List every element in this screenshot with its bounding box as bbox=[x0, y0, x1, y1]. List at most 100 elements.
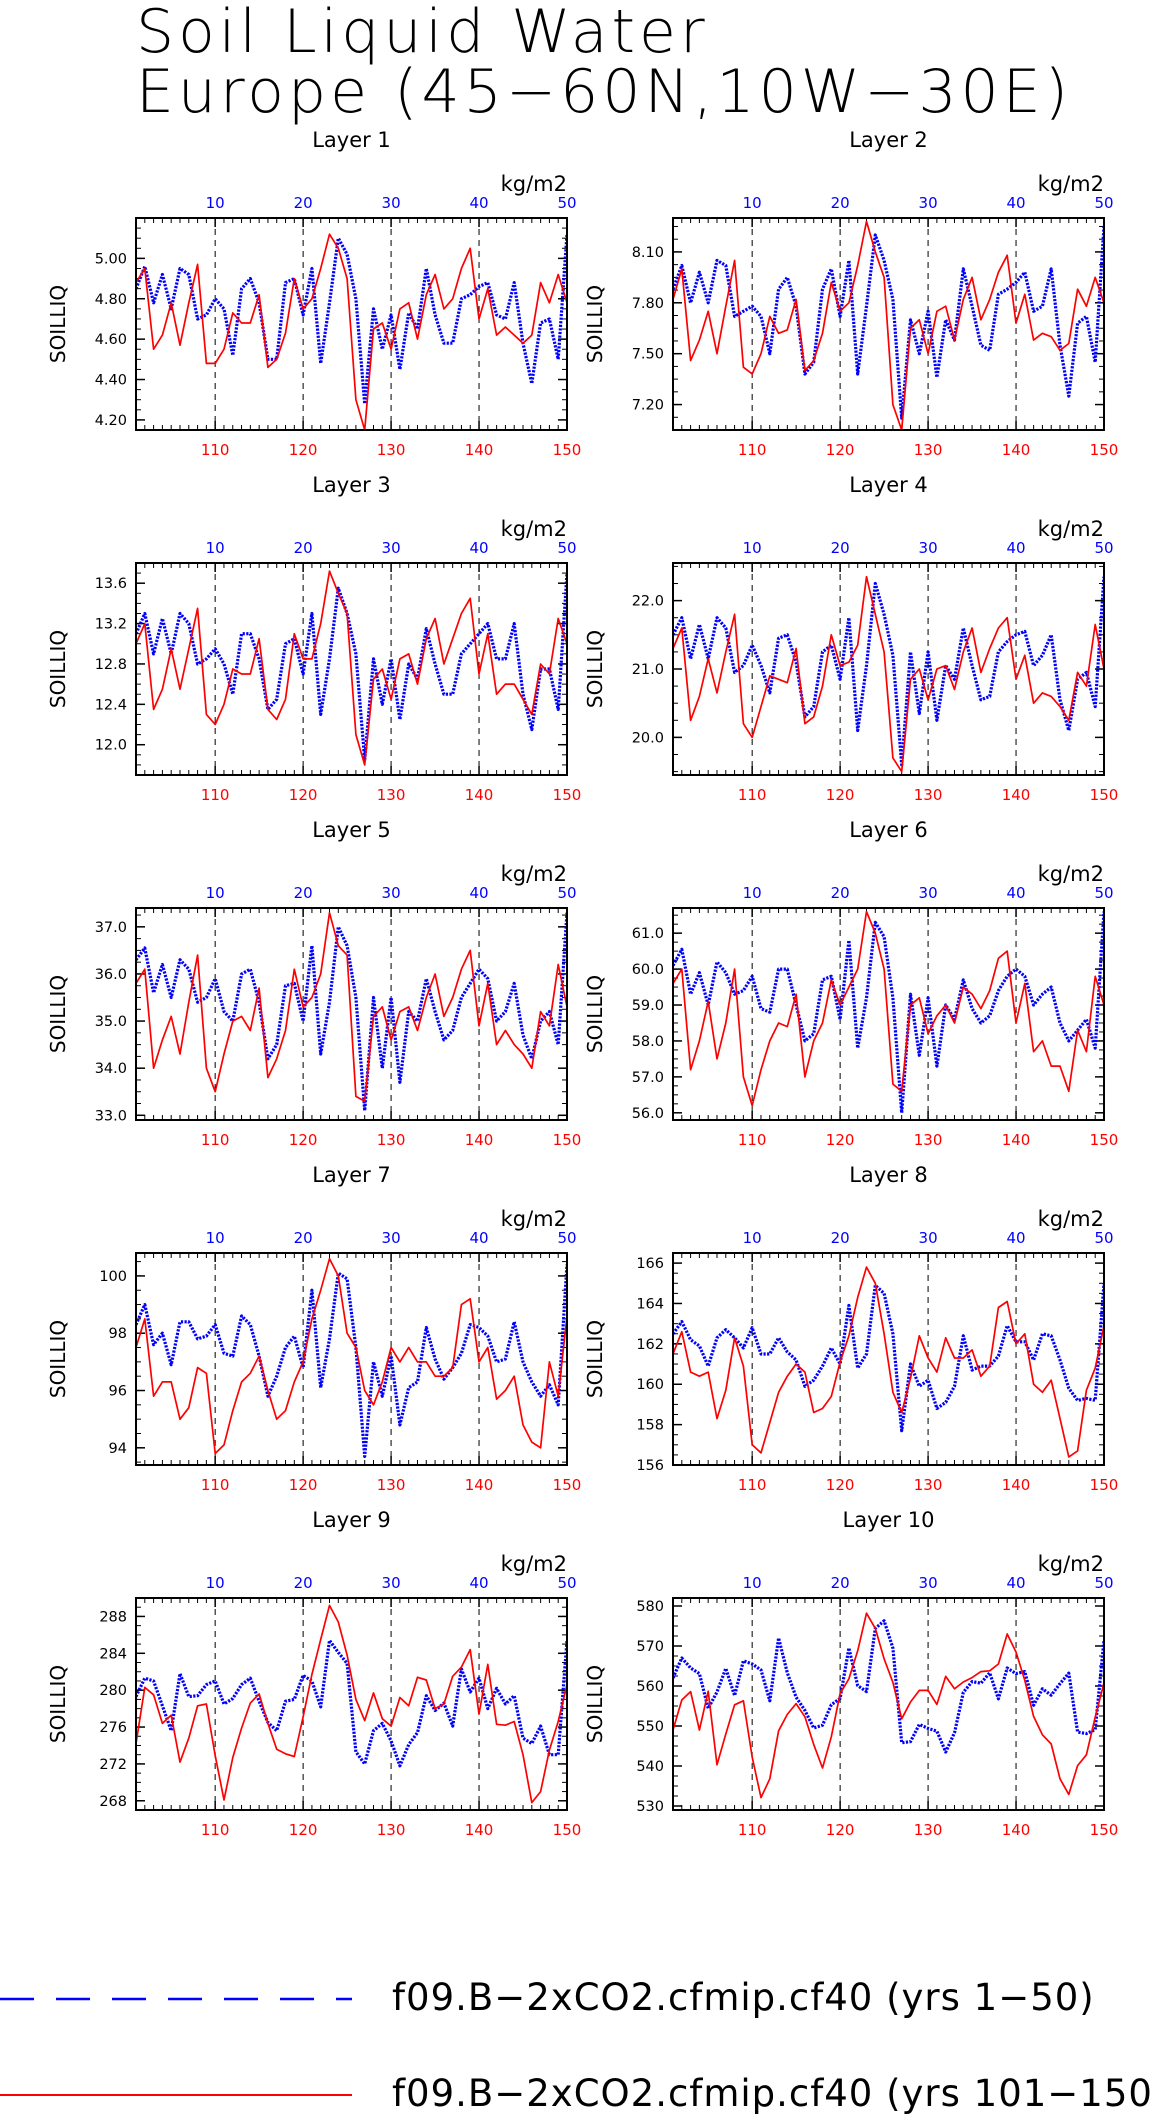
series-line-yrs-1-50 bbox=[136, 234, 567, 406]
top-axis-unit-label: kg/m2 bbox=[501, 172, 567, 196]
x-bottom-tick-label: 110 bbox=[201, 1131, 230, 1149]
y-tick-label: 164 bbox=[636, 1296, 664, 1312]
x-top-tick-label: 10 bbox=[743, 884, 762, 902]
y-tick-label: 540 bbox=[636, 1759, 664, 1775]
plot-frame bbox=[135, 217, 568, 431]
y-axis-label: SOILLIQ bbox=[46, 1320, 70, 1398]
series-line-yrs-101-150 bbox=[673, 1266, 1104, 1458]
y-axis-label: SOILLIQ bbox=[583, 1320, 607, 1398]
y-tick-label: 162 bbox=[636, 1337, 664, 1353]
x-bottom-tick-label: 130 bbox=[914, 786, 943, 804]
y-tick-label: 5.00 bbox=[95, 251, 127, 267]
y-tick-label: 21.0 bbox=[632, 662, 664, 678]
x-top-tick-label: 20 bbox=[831, 539, 850, 557]
x-bottom-tick-label: 130 bbox=[914, 1476, 943, 1494]
x-bottom-tick-label: 110 bbox=[738, 1821, 767, 1839]
panel-layer-6: Layer 6 kg/m2 56.0 57.0 58.0 59.0 60.0 61.0 110 1… bbox=[583, 818, 1118, 1149]
y-tick-label: 22.0 bbox=[632, 594, 664, 610]
y-tick-label: 530 bbox=[636, 1799, 664, 1815]
x-bottom-tick-label: 120 bbox=[826, 1821, 855, 1839]
x-top-tick-label: 40 bbox=[469, 884, 488, 902]
x-bottom-tick-label: 140 bbox=[465, 1476, 494, 1494]
x-top-tick-label: 10 bbox=[206, 1574, 225, 1592]
x-bottom-tick-label: 110 bbox=[738, 1131, 767, 1149]
top-axis-unit-label: kg/m2 bbox=[1038, 1207, 1104, 1231]
legend-label-red: f09.B−2xCO2.cfmip.cf40 (yrs 101−150) bbox=[392, 2072, 1154, 2115]
x-top-tick-label: 30 bbox=[919, 884, 938, 902]
x-top-tick-label: 20 bbox=[294, 194, 313, 212]
x-bottom-tick-label: 140 bbox=[465, 786, 494, 804]
x-bottom-tick-label: 150 bbox=[553, 786, 582, 804]
x-bottom-tick-label: 130 bbox=[377, 786, 406, 804]
series-line-yrs-101-150 bbox=[673, 910, 1104, 1107]
y-axis-label: SOILLIQ bbox=[46, 1665, 70, 1743]
x-bottom-tick-label: 110 bbox=[201, 786, 230, 804]
series-line-yrs-1-50 bbox=[136, 912, 567, 1113]
x-bottom-tick-label: 150 bbox=[1090, 1131, 1119, 1149]
series-line-yrs-1-50 bbox=[673, 911, 1104, 1115]
x-bottom-tick-label: 130 bbox=[914, 1131, 943, 1149]
x-top-tick-label: 30 bbox=[382, 539, 401, 557]
x-bottom-tick-label: 130 bbox=[377, 441, 406, 459]
x-bottom-tick-label: 120 bbox=[289, 1476, 318, 1494]
y-tick-label: 276 bbox=[99, 1720, 127, 1736]
x-top-tick-label: 50 bbox=[1094, 1229, 1113, 1247]
y-tick-label: 60.0 bbox=[632, 962, 664, 978]
x-top-tick-label: 20 bbox=[831, 1229, 850, 1247]
x-bottom-tick-label: 150 bbox=[1090, 1476, 1119, 1494]
x-top-tick-label: 30 bbox=[919, 194, 938, 212]
x-bottom-tick-label: 110 bbox=[738, 441, 767, 459]
x-bottom-tick-label: 140 bbox=[465, 1821, 494, 1839]
series-line-yrs-1-50 bbox=[136, 572, 567, 762]
x-top-tick-label: 50 bbox=[1094, 884, 1113, 902]
x-bottom-tick-label: 120 bbox=[289, 1131, 318, 1149]
y-tick-label: 12.4 bbox=[95, 697, 127, 713]
plot-frame bbox=[135, 562, 568, 776]
y-tick-label: 580 bbox=[636, 1599, 664, 1615]
legend-label-blue: f09.B−2xCO2.cfmip.cf40 (yrs 1−50) bbox=[392, 1976, 1095, 2019]
top-axis-unit-label: kg/m2 bbox=[1038, 1552, 1104, 1576]
y-tick-label: 4.60 bbox=[95, 332, 127, 348]
y-tick-label: 7.80 bbox=[632, 296, 664, 312]
x-top-tick-label: 40 bbox=[1006, 194, 1025, 212]
x-bottom-tick-label: 130 bbox=[914, 1821, 943, 1839]
y-tick-label: 4.40 bbox=[95, 373, 127, 389]
y-tick-label: 59.0 bbox=[632, 998, 664, 1014]
y-tick-label: 13.6 bbox=[95, 576, 127, 592]
x-top-tick-label: 40 bbox=[1006, 539, 1025, 557]
panel-layer-1: Layer 1 kg/m2 4.20 4.40 4.60 4.80 5.00 110 120 13… bbox=[46, 128, 581, 459]
y-axis-label: SOILLIQ bbox=[583, 975, 607, 1053]
panel-title: Layer 9 bbox=[312, 1508, 391, 1532]
y-tick-label: 160 bbox=[636, 1377, 664, 1393]
y-tick-label: 34.0 bbox=[95, 1061, 127, 1077]
y-axis-label: SOILLIQ bbox=[583, 285, 607, 363]
x-bottom-tick-label: 140 bbox=[465, 1131, 494, 1149]
chart-title-line-1: Soil Liquid Water bbox=[136, 0, 709, 67]
x-top-tick-label: 40 bbox=[469, 539, 488, 557]
y-tick-label: 288 bbox=[99, 1609, 127, 1625]
panel-title: Layer 3 bbox=[312, 473, 391, 497]
series-line-yrs-1-50 bbox=[673, 576, 1104, 767]
plot-frame bbox=[135, 1252, 568, 1466]
y-tick-label: 57.0 bbox=[632, 1070, 664, 1086]
x-bottom-tick-label: 110 bbox=[738, 1476, 767, 1494]
x-bottom-tick-label: 120 bbox=[826, 1131, 855, 1149]
x-bottom-tick-label: 150 bbox=[1090, 1821, 1119, 1839]
top-axis-unit-label: kg/m2 bbox=[501, 862, 567, 886]
y-axis-label: SOILLIQ bbox=[583, 1665, 607, 1743]
x-bottom-tick-label: 130 bbox=[377, 1476, 406, 1494]
y-axis-label: SOILLIQ bbox=[46, 285, 70, 363]
x-bottom-tick-label: 150 bbox=[1090, 441, 1119, 459]
series-line-yrs-101-150 bbox=[136, 233, 567, 430]
x-top-tick-label: 20 bbox=[294, 1574, 313, 1592]
top-axis-unit-label: kg/m2 bbox=[501, 1207, 567, 1231]
y-tick-label: 8.10 bbox=[632, 245, 664, 261]
chart-title-line-2: Europe (45−60N,10W−30E) bbox=[136, 57, 1073, 127]
x-bottom-tick-label: 150 bbox=[553, 1821, 582, 1839]
x-top-tick-label: 40 bbox=[1006, 1229, 1025, 1247]
x-top-tick-label: 40 bbox=[1006, 884, 1025, 902]
x-top-tick-label: 10 bbox=[743, 1229, 762, 1247]
panel-title: Layer 7 bbox=[312, 1163, 391, 1187]
top-axis-unit-label: kg/m2 bbox=[501, 1552, 567, 1576]
y-tick-label: 12.0 bbox=[95, 738, 127, 754]
